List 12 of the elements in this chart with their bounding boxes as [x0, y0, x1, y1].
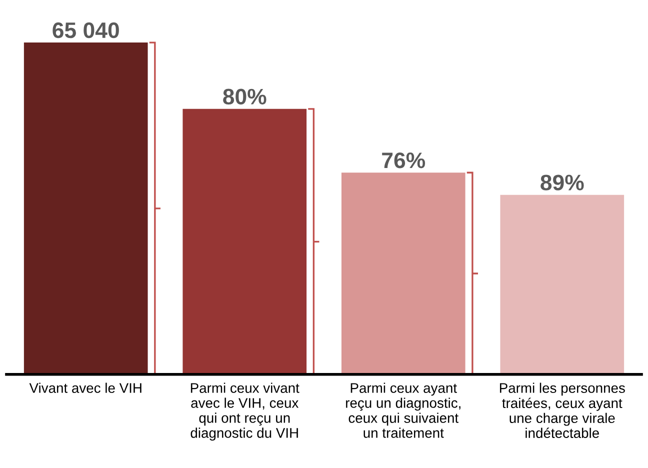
x-tick-label: Parmi ceux ayant reçu un diagnostic, ceux qui suivaient un traitement [346, 382, 460, 438]
bar [500, 194, 624, 374]
x-tick-label: Parmi les personnes traitées, ceux ayant une charge virale indétectable [500, 382, 625, 438]
annotation: 76% [382, 152, 426, 168]
bar [24, 42, 148, 374]
annotation: 89% [540, 174, 584, 190]
data-label: 65 040 [52, 22, 119, 38]
x-tick-label: Parmi ceux vivant avec le VIH, ceux qui ont reçu un diagnostic du VIH [190, 382, 300, 441]
bar [182, 108, 307, 374]
bar [341, 172, 466, 374]
annotation: 80% [223, 88, 266, 105]
x-tick-label: Vivant avec le VIH [29, 382, 142, 393]
